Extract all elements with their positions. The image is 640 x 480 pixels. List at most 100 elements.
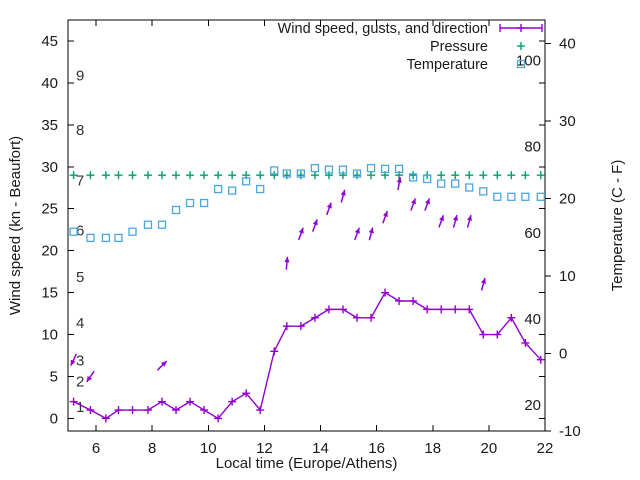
temperature-point bbox=[143, 220, 153, 229]
beaufort-label: 8 bbox=[76, 122, 84, 139]
legend-label-0: Wind speed, gusts, and direction bbox=[278, 21, 488, 37]
pressure-point bbox=[451, 171, 460, 180]
y2-tick-label: 20 bbox=[559, 190, 576, 207]
temperature-point bbox=[324, 165, 334, 174]
wind-speed-point bbox=[493, 330, 502, 339]
pressure-point bbox=[465, 171, 474, 180]
wind-direction-arrow bbox=[340, 189, 346, 203]
beaufort-label: 6 bbox=[76, 223, 84, 240]
x-tick-label: 22 bbox=[537, 440, 554, 457]
y-tick-label: 25 bbox=[41, 201, 58, 218]
wind-direction-arrow bbox=[480, 277, 487, 291]
wind-speed-point bbox=[310, 313, 319, 322]
temperature-point bbox=[493, 192, 502, 201]
y-tick-label: 0 bbox=[50, 410, 58, 427]
pressure-point bbox=[479, 171, 488, 180]
wind-direction-arrow bbox=[382, 210, 388, 224]
temperature-point bbox=[296, 169, 306, 178]
temperature-point bbox=[114, 233, 123, 243]
beaufort-label: 9 bbox=[76, 68, 84, 85]
legend-label-1: Pressure bbox=[430, 39, 488, 55]
pressure-point bbox=[409, 171, 418, 180]
pressure-point bbox=[214, 171, 223, 180]
temperature-point bbox=[310, 163, 320, 173]
wind-direction-arrow bbox=[297, 227, 304, 241]
legend-sample-square bbox=[516, 59, 526, 69]
pressure-point bbox=[367, 171, 376, 180]
temperature-point bbox=[69, 227, 78, 236]
y2-fahrenheit-label: 20 bbox=[524, 397, 541, 414]
y-tick-label: 5 bbox=[50, 368, 58, 385]
y2-fahrenheit-label: 80 bbox=[524, 139, 541, 156]
x-tick-label: 12 bbox=[256, 440, 273, 457]
wind-speed-point bbox=[324, 305, 333, 314]
temperature-point bbox=[352, 169, 362, 178]
pressure-point bbox=[493, 171, 502, 180]
wind-speed-point bbox=[200, 406, 209, 415]
pressure-point bbox=[282, 171, 291, 180]
wind-speed-point bbox=[242, 389, 251, 398]
temperature-point bbox=[101, 233, 111, 243]
temperature-point bbox=[423, 174, 432, 184]
temperature-point bbox=[256, 184, 265, 194]
pressure-point bbox=[536, 171, 545, 180]
temperature-point bbox=[86, 233, 95, 243]
pressure-point bbox=[114, 171, 123, 180]
x-tick-label: 20 bbox=[481, 440, 498, 457]
legend-label-2: Temperature bbox=[407, 57, 488, 73]
wind-speed-point bbox=[282, 322, 291, 331]
wind-speed-point bbox=[479, 330, 488, 339]
legend-sample-plus bbox=[517, 42, 525, 50]
wind-speed-point bbox=[86, 406, 95, 415]
plot-border bbox=[67, 19, 546, 432]
temperature-point bbox=[521, 192, 530, 201]
pressure-point bbox=[324, 171, 333, 180]
pressure-point bbox=[186, 171, 195, 180]
temperature-point bbox=[128, 227, 137, 236]
beaufort-label: 7 bbox=[76, 172, 84, 189]
wind-direction-arrow bbox=[70, 353, 78, 366]
wind-speed-point bbox=[172, 406, 181, 415]
y2-tick-label: 10 bbox=[559, 268, 576, 285]
pressure-point bbox=[338, 171, 347, 180]
y-tick-label: 30 bbox=[41, 159, 58, 176]
wind-speed-point bbox=[214, 414, 223, 423]
temperature-point bbox=[270, 166, 279, 175]
y2-fahrenheit-label: 40 bbox=[524, 311, 541, 328]
y2-axis-title: Temperature (C - F) bbox=[609, 160, 626, 292]
wind-direction-arrow bbox=[284, 256, 290, 270]
y-tick-label: 20 bbox=[41, 243, 58, 260]
wind-speed-point bbox=[521, 338, 530, 347]
x-tick-label: 14 bbox=[312, 440, 329, 457]
temperature-point bbox=[507, 192, 516, 201]
wind-direction-arrow bbox=[156, 360, 168, 371]
wind-speed-point bbox=[296, 322, 305, 331]
wind-direction-arrow bbox=[326, 202, 332, 216]
temperature-point bbox=[451, 179, 460, 188]
wind-speed-point bbox=[465, 305, 474, 314]
wind-direction-arrow bbox=[424, 198, 431, 211]
wind-speed-point bbox=[395, 296, 404, 305]
wind-speed-point bbox=[507, 313, 516, 322]
pressure-point bbox=[69, 171, 78, 180]
wind-speed-point bbox=[381, 288, 390, 297]
wind-speed-point bbox=[338, 305, 347, 314]
temperature-point bbox=[366, 163, 376, 173]
wind-speed-point bbox=[157, 397, 166, 406]
temperature-point bbox=[227, 186, 237, 195]
pressure-point bbox=[310, 171, 319, 180]
beaufort-label: 1 bbox=[76, 399, 84, 416]
wind-speed-point bbox=[69, 397, 78, 406]
wind-direction-arrow bbox=[368, 227, 374, 241]
temperature-point bbox=[465, 183, 474, 192]
wind-speed-point bbox=[536, 355, 545, 364]
pressure-point bbox=[256, 171, 265, 180]
wind-speed-line bbox=[73, 291, 542, 420]
wind-speed-point bbox=[437, 305, 446, 314]
x-axis-title: Local time (Europe/Athens) bbox=[216, 455, 398, 472]
y2-tick-label: 0 bbox=[559, 345, 567, 362]
pressure-point bbox=[157, 171, 166, 180]
wind-speed-point bbox=[228, 397, 237, 406]
pressure-point bbox=[143, 171, 152, 180]
